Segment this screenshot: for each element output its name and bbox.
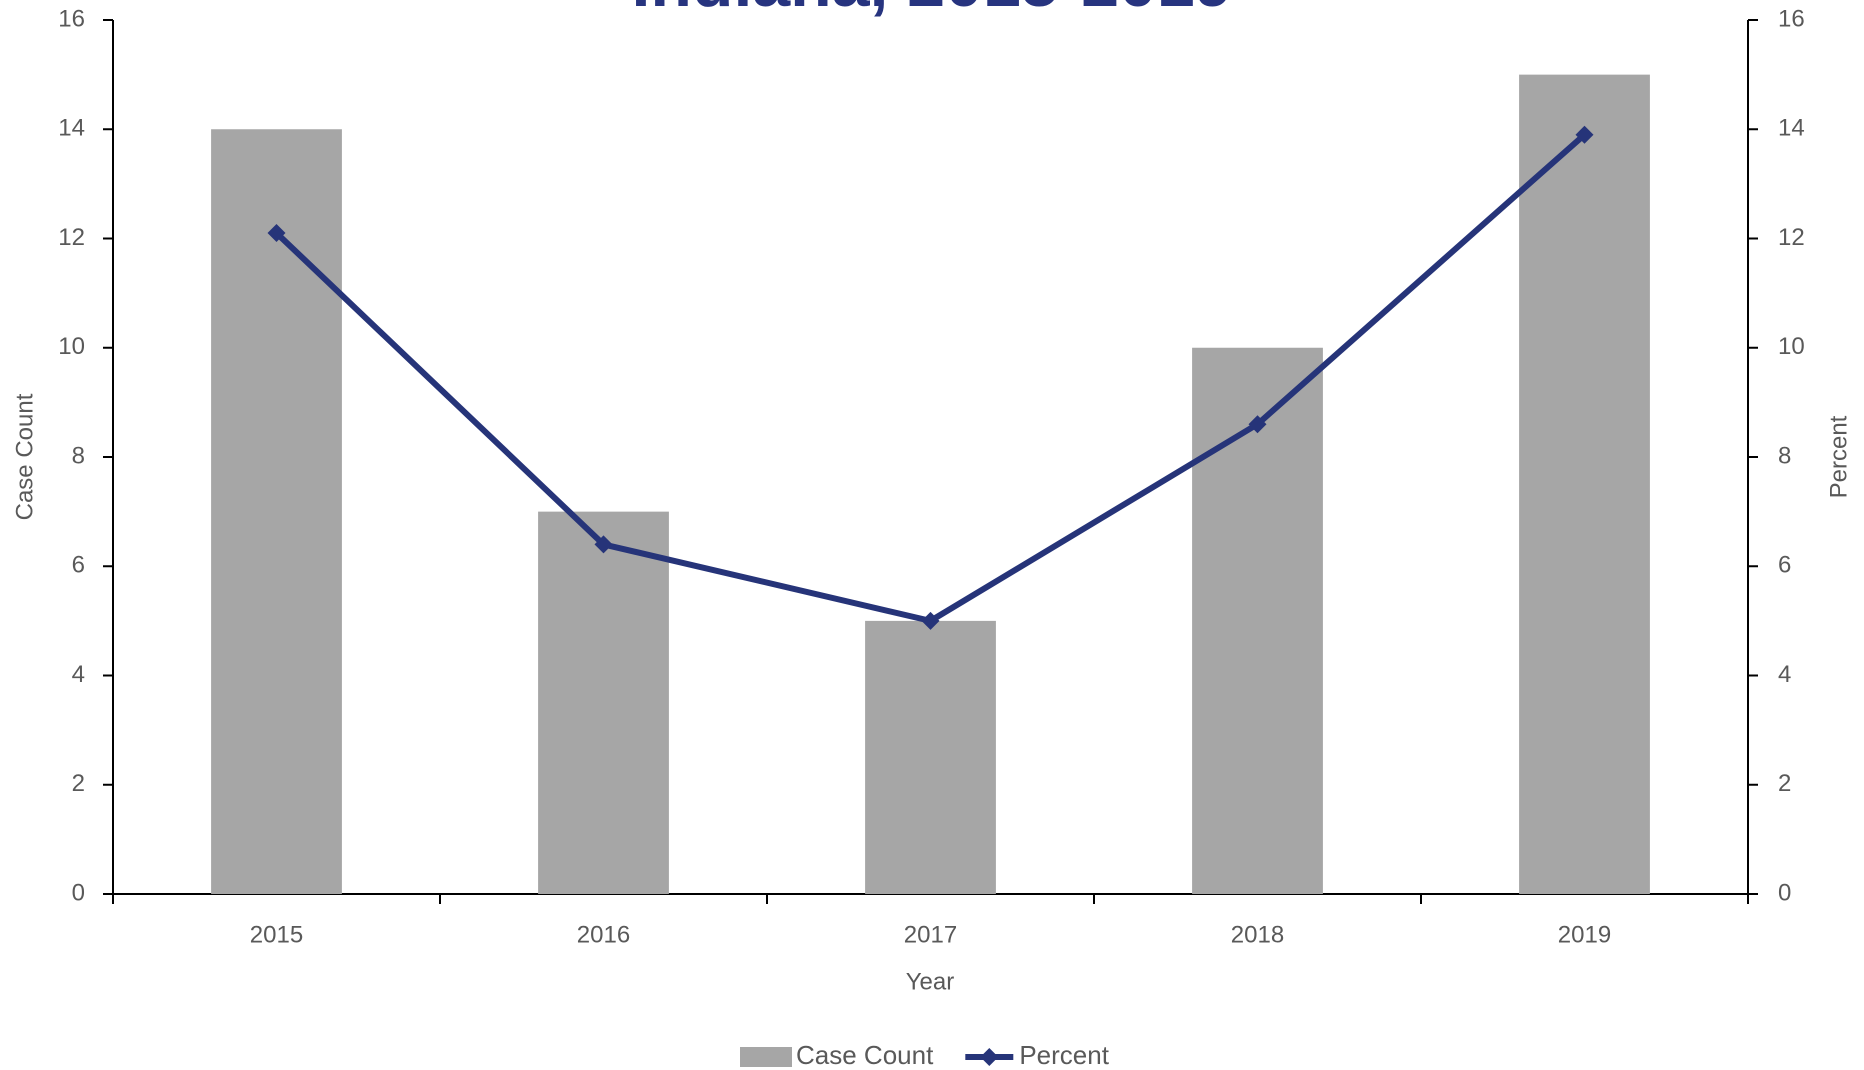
y2-tick-label: 12 xyxy=(1778,224,1805,251)
y-tick-label: 12 xyxy=(58,224,85,251)
y-tick-label: 0 xyxy=(72,879,85,906)
y-tick-label: 8 xyxy=(72,442,85,469)
y2-tick-label: 4 xyxy=(1778,661,1791,688)
y-tick-label: 4 xyxy=(72,661,85,688)
legend-label: Percent xyxy=(1019,1040,1109,1070)
legend-swatch xyxy=(740,1047,792,1067)
y-tick-label: 16 xyxy=(58,5,85,32)
bar xyxy=(1519,74,1650,894)
y-tick-label: 2 xyxy=(72,770,85,797)
marker xyxy=(921,611,940,630)
y2-tick-label: 8 xyxy=(1778,442,1791,469)
bar xyxy=(865,620,996,894)
x-tick-label: 2016 xyxy=(577,921,630,948)
y2-axis-label: Percent xyxy=(1825,415,1852,498)
x-axis-label: Year xyxy=(906,968,955,995)
x-tick-label: 2015 xyxy=(250,921,303,948)
chart-title: Indiana, 2015-2019 xyxy=(631,0,1232,21)
x-tick-label: 2019 xyxy=(1558,921,1611,948)
bar xyxy=(211,129,342,894)
y2-tick-label: 14 xyxy=(1778,115,1805,142)
marker xyxy=(1575,125,1594,144)
x-tick-label: 2017 xyxy=(904,921,957,948)
legend-label: Case Count xyxy=(796,1040,934,1070)
y-tick-label: 14 xyxy=(58,115,85,142)
y2-tick-label: 6 xyxy=(1778,552,1791,579)
marker xyxy=(1248,415,1267,434)
y2-tick-label: 0 xyxy=(1778,879,1791,906)
y2-tick-label: 10 xyxy=(1778,333,1805,360)
marker xyxy=(267,224,286,243)
legend-marker xyxy=(980,1048,999,1066)
y-tick-label: 6 xyxy=(72,552,85,579)
marker xyxy=(594,535,613,554)
x-tick-label: 2018 xyxy=(1231,921,1284,948)
bar xyxy=(538,511,669,894)
y-axis-label: Case Count xyxy=(11,393,38,520)
bar xyxy=(1192,347,1323,894)
y2-tick-label: 16 xyxy=(1778,5,1805,32)
y-tick-label: 10 xyxy=(58,333,85,360)
line xyxy=(274,132,1587,624)
y2-tick-label: 2 xyxy=(1778,770,1791,797)
